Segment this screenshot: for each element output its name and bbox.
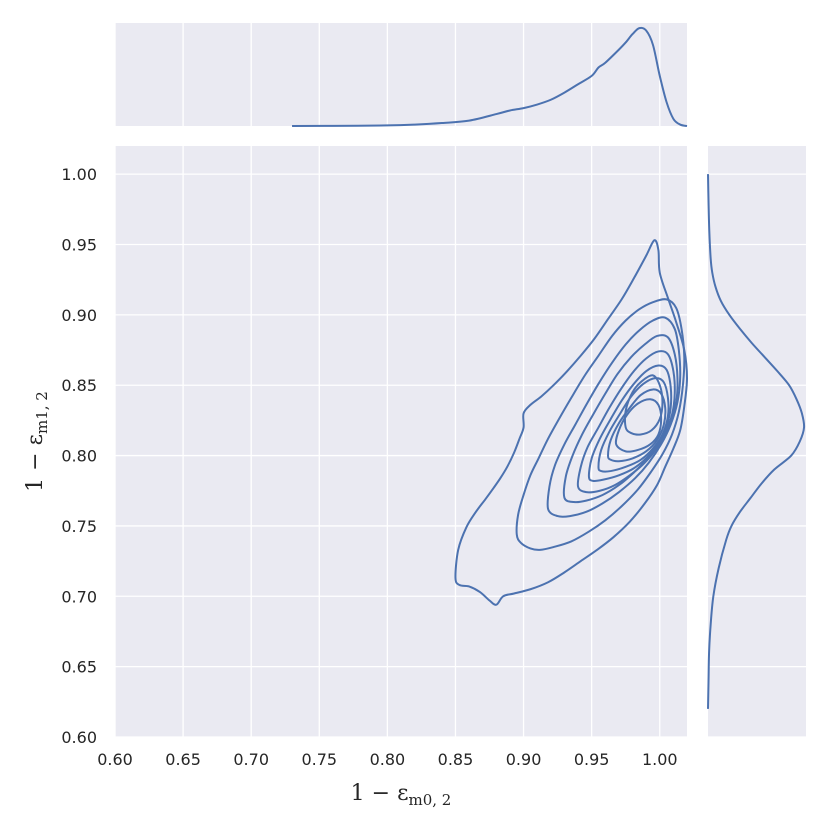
x-tick-label: 0.85 — [438, 750, 474, 769]
contour-level-3 — [546, 316, 682, 518]
contour-level-8 — [607, 388, 667, 463]
y-marginal-kde-line — [707, 174, 806, 709]
x-tick-label: 0.65 — [165, 750, 201, 769]
x-tick-label: 1.00 — [642, 750, 678, 769]
y-axis-label-sub: m1, 2 — [33, 391, 51, 434]
y-marginal-panel — [708, 146, 806, 737]
x-tick-label: 0.60 — [97, 750, 133, 769]
x-tick-label: 0.95 — [574, 750, 610, 769]
x-tick-label: 0.90 — [506, 750, 542, 769]
x-tick-label: 0.70 — [233, 750, 269, 769]
contour-level-9 — [614, 398, 663, 453]
y-tick-label: 0.75 — [61, 517, 97, 536]
grid-lines — [114, 23, 806, 738]
y-tick-label: 0.95 — [61, 236, 97, 255]
x-axis-label: 1 − εm0, 2 — [351, 781, 452, 809]
x-axis-label-sub: m0, 2 — [408, 791, 451, 809]
contour-level-7 — [597, 377, 670, 473]
y-tick-label: 0.90 — [61, 306, 97, 325]
x-tick-label: 0.75 — [301, 750, 337, 769]
contour-level-4 — [562, 334, 679, 504]
y-tick-label: 0.60 — [61, 728, 97, 747]
x-marginal-kde-line — [292, 26, 688, 127]
x-marginal-panel — [115, 23, 687, 126]
y-tick-label: 1.00 — [61, 165, 97, 184]
contour-level-1 — [454, 239, 688, 606]
y-tick-label: 0.65 — [61, 658, 97, 677]
contour-level-5 — [576, 350, 676, 494]
y-tick-label: 0.85 — [61, 376, 97, 395]
marginal-curves — [292, 26, 806, 709]
contour-level-10 — [623, 374, 664, 436]
contour-lines — [454, 239, 688, 606]
contour-level-6 — [587, 364, 673, 483]
y-tick-label: 0.80 — [61, 447, 97, 466]
contour-level-2 — [515, 298, 686, 551]
tick-labels: 0.60 0.65 0.70 0.75 0.80 0.85 0.90 0.95 1.00 0.60… — [61, 165, 677, 769]
x-tick-label: 0.80 — [370, 750, 406, 769]
y-axis-label: 1 − εm1, 2 — [23, 391, 51, 492]
joint-panel — [115, 146, 687, 737]
y-tick-label: 0.70 — [61, 587, 97, 606]
x-axis-label-main: 1 − ε — [351, 781, 409, 806]
y-axis-label-main: 1 − ε — [23, 434, 48, 492]
